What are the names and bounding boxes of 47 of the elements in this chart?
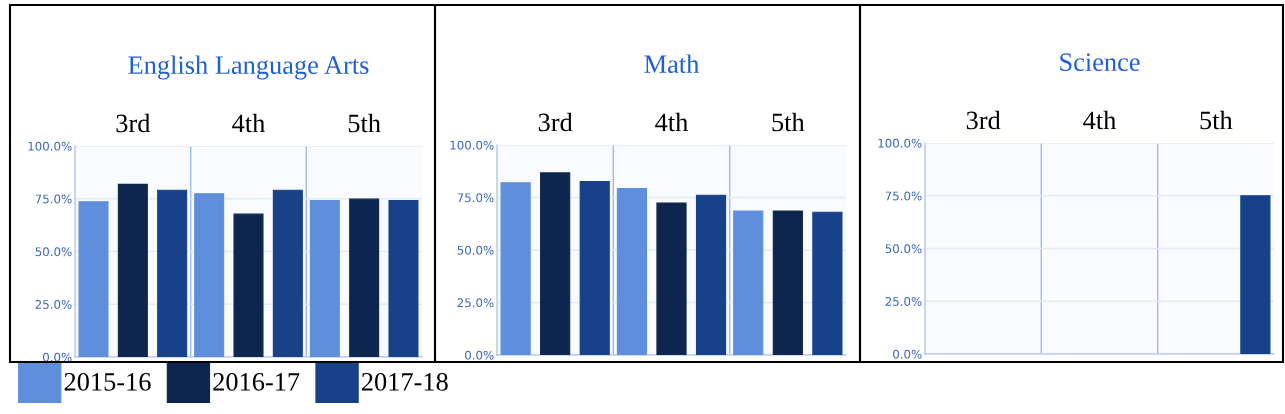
- bar: [733, 210, 764, 355]
- y-tick-label: 25.0%: [457, 298, 494, 308]
- x-tick-label: 4th: [1083, 110, 1117, 130]
- y-tick-label: 75.0%: [457, 193, 494, 203]
- bar: [695, 194, 727, 355]
- bar: [616, 188, 648, 355]
- bar: [309, 199, 340, 357]
- chart-title: English Language Arts: [128, 55, 369, 80]
- bar: [500, 182, 531, 355]
- y-tick-label: 75.0%: [885, 191, 922, 201]
- bar: [194, 193, 225, 357]
- x-tick-label: 3rd: [116, 113, 151, 133]
- bar: [233, 213, 264, 357]
- bar: [117, 183, 148, 357]
- bar: [812, 211, 843, 355]
- chart-title: Science: [1060, 53, 1140, 72]
- y-tick-label: 50.0%: [35, 247, 72, 257]
- y-tick-label: 0.0%: [893, 349, 922, 359]
- bar: [388, 199, 419, 357]
- x-tick-label: 5th: [348, 113, 381, 133]
- bar: [272, 189, 303, 357]
- bar: [157, 189, 188, 357]
- bar: [579, 180, 610, 355]
- y-tick-label: 100.0%: [878, 138, 922, 148]
- x-tick-label: 5th: [772, 112, 805, 132]
- y-tick-label: 100.0%: [450, 140, 494, 150]
- x-tick-label: 3rd: [966, 110, 1001, 130]
- x-tick-label: 4th: [655, 112, 689, 132]
- legend-label: 2015-16: [64, 372, 151, 391]
- y-tick-label: 50.0%: [457, 245, 494, 255]
- bar: [349, 198, 380, 357]
- bar: [540, 172, 571, 355]
- bar: [78, 201, 109, 357]
- y-tick-label: 25.0%: [885, 296, 922, 306]
- x-tick-label: 4th: [232, 113, 266, 133]
- legend-label: 2016-17: [213, 372, 300, 391]
- y-tick-label: 25.0%: [35, 299, 72, 309]
- x-tick-label: 3rd: [538, 112, 573, 132]
- legend-label: 2017-18: [361, 372, 448, 391]
- bar: [656, 202, 687, 355]
- bar: [772, 210, 803, 355]
- y-tick-label: 50.0%: [885, 244, 922, 254]
- y-tick-label: 0.0%: [465, 350, 494, 360]
- chart-title: Math: [644, 54, 699, 74]
- y-tick-label: 75.0%: [35, 194, 72, 204]
- x-tick-label: 5th: [1200, 110, 1233, 130]
- y-tick-label: 100.0%: [28, 141, 72, 151]
